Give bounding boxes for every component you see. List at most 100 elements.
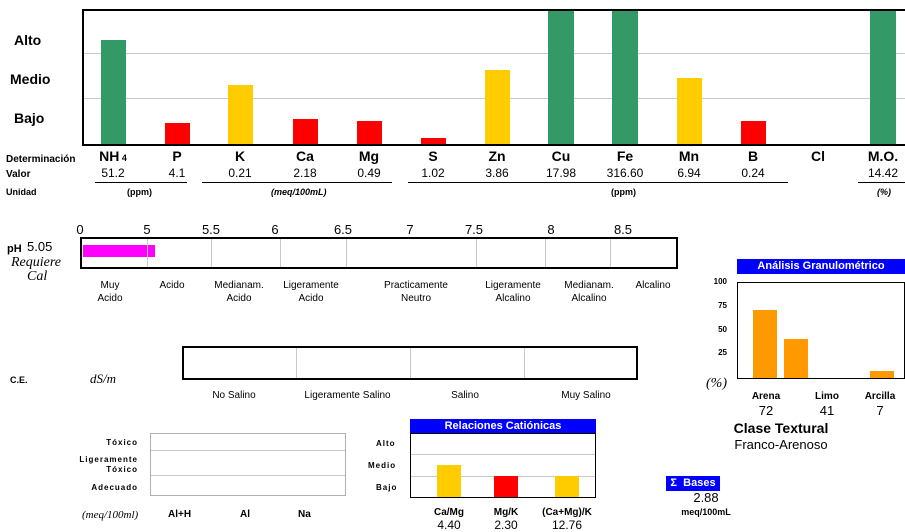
ph-tick-5: 7 [406, 222, 414, 237]
ph-category-4: Practicamente Neutro [377, 279, 455, 305]
nutrient-value-5: 1.02 [421, 166, 445, 180]
granulometric-name-1: Limo [815, 391, 839, 402]
granulometric-bar-2 [870, 371, 894, 378]
ph-divider-2 [280, 239, 281, 267]
ph-divider-6 [610, 239, 611, 267]
nutrient-bar-0 [100, 39, 126, 144]
nutrient-name-2: K [234, 148, 246, 164]
ph-divider-4 [476, 239, 477, 267]
ph-category-7: Alcalino [614, 279, 692, 292]
unit-ppm-2: (ppm) [611, 187, 636, 197]
cat-level-alto: Alto [376, 439, 396, 448]
ph-tick-3: 6 [271, 222, 279, 237]
nutrient-bar-10 [740, 121, 766, 144]
nutrient-subscript-0: 4 [119, 153, 127, 163]
nutrient-name-4: Mg [358, 148, 380, 164]
row-label-unidad: Unidad [6, 187, 37, 197]
ph-category-6: Medianam. Alcalino [550, 279, 628, 305]
ph-tick-1: 5 [143, 222, 151, 237]
ce-cat-muy-salino: Muy Salino [561, 390, 611, 401]
nutrient-name-10: B [747, 148, 759, 164]
ph-category-line1: Muy [100, 280, 120, 291]
nutrient-bar-6 [484, 69, 510, 144]
nutrient-name-3: Ca [296, 148, 314, 164]
ph-category-line1: Alcalino [635, 280, 671, 291]
texture-label: Clase Textural [733, 420, 829, 436]
nutrient-name-0: NH 4 [99, 148, 127, 164]
nutrient-name-12: M.O. [867, 148, 899, 164]
nutrient-name-9: Mn [678, 148, 700, 164]
nutrient-value-4: 0.49 [357, 166, 381, 180]
ce-scale [182, 346, 638, 380]
tox-level-toxico-2: Tóxico [106, 465, 138, 474]
level-bajo-label: Bajo [14, 110, 45, 126]
ph-category-5: Ligeramente Alcalino [474, 279, 552, 305]
ph-tick-7: 8 [547, 222, 555, 237]
nutrient-name-7: Cu [551, 148, 571, 164]
underline-meq [202, 182, 392, 183]
ph-category-line2: Acido [226, 293, 252, 304]
nutrient-value-9: 6.94 [677, 166, 701, 180]
ph-category-line1: Acido [159, 280, 185, 291]
cationic-name-1: Mg/K [493, 507, 519, 518]
nutrient-bar-4 [356, 121, 382, 144]
nutrient-chart [82, 9, 905, 146]
nutrient-name-6: Zn [488, 148, 506, 164]
granulometric-chart [737, 282, 905, 379]
tox-level-adecuado: Adecuado [91, 483, 138, 492]
cat-level-medio: Medio [368, 461, 397, 470]
nutrient-bar-3 [292, 119, 318, 144]
granulometric-ytick-1: 75 [718, 300, 727, 310]
ph-category-line1: Practicamente [384, 280, 448, 291]
granulometric-ylabel: (%) [706, 376, 727, 391]
ce-cat-no-salino: No Salino [212, 390, 256, 401]
granulometric-bar-1 [784, 339, 808, 378]
ph-divider-1 [211, 239, 212, 267]
ph-tick-0: 0 [76, 222, 84, 237]
tox-unit: (meq/100ml) [82, 509, 139, 521]
nutrient-bar-8 [612, 11, 638, 144]
unit-ppm-1: (ppm) [127, 187, 152, 197]
ph-divider-0 [147, 239, 148, 267]
ph-scale [80, 237, 678, 269]
texture-value: Franco-Arenoso [734, 437, 828, 452]
unit-meq: (meq/100mL) [271, 187, 327, 197]
granulometric-name-0: Arena [751, 391, 781, 402]
ph-category-0: Muy Acido [71, 279, 149, 305]
nutrient-value-12: 14.42 [867, 166, 899, 180]
ph-tick-2: 5.5 [201, 222, 221, 237]
cationic-value-2: 12.76 [551, 518, 583, 532]
row-label-determinacion: Determinación [6, 154, 76, 165]
ce-unit: dS/m [90, 371, 116, 386]
granulometric-value-0: 72 [758, 403, 774, 418]
nutrient-value-0: 51.2 [101, 166, 125, 180]
bases-unit: meq/100mL [681, 507, 731, 517]
ce-divider-2 [410, 348, 411, 378]
tox-chart [150, 433, 346, 496]
nutrient-name-11: Cl [811, 148, 825, 164]
ph-divider-3 [346, 239, 347, 267]
ph-category-1: Acido [133, 279, 211, 292]
gridline-alto [84, 53, 905, 54]
ph-category-line2: Alcalino [495, 293, 531, 304]
ph-tick-8: 8.5 [613, 222, 633, 237]
nutrient-bar-1 [164, 123, 190, 144]
nutrient-name-1: P [172, 148, 182, 164]
tox-gridline-2 [151, 475, 345, 476]
row-label-valor: Valor [6, 169, 31, 180]
cationic-value-1: 2.30 [494, 518, 518, 532]
ph-label: pH [7, 243, 22, 255]
nutrient-value-6: 3.86 [485, 166, 509, 180]
cationic-bar-2 [555, 475, 579, 497]
granulometric-ytick-0: 100 [713, 277, 727, 286]
nutrient-bar-7 [548, 11, 574, 144]
ph-category-3: Ligeramente Acido [272, 279, 350, 305]
bases-value: 2.88 [693, 490, 719, 505]
ph-category-line2: Acido [298, 293, 324, 304]
nutrient-bar-9 [676, 77, 702, 144]
cationic-title: Relaciones Catiónicas [410, 419, 596, 434]
ce-divider-3 [524, 348, 525, 378]
nutrient-value-10: 0.24 [741, 166, 765, 180]
ph-category-line1: Medianam. [214, 280, 264, 291]
ph-divider-5 [545, 239, 546, 267]
